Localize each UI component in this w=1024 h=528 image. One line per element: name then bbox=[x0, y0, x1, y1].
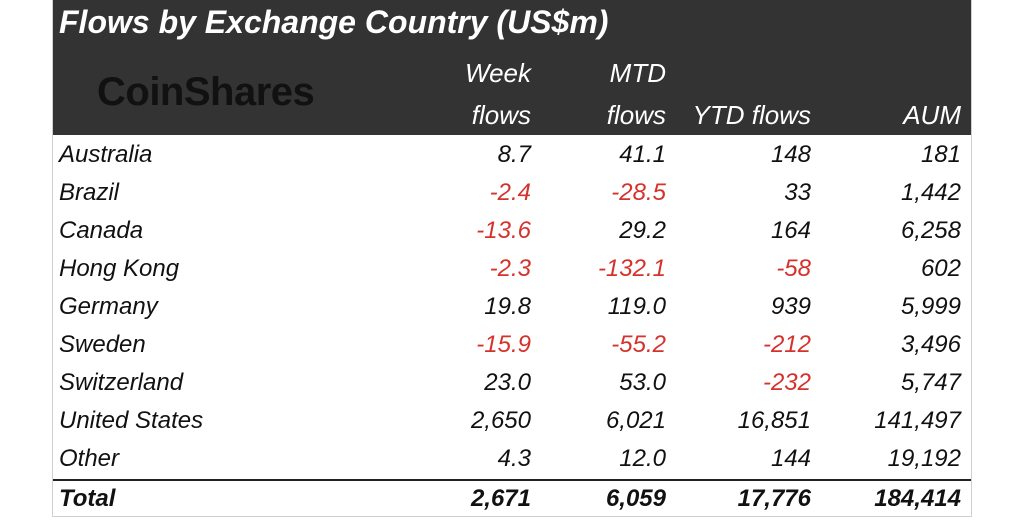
mtd-cell: 6,021 bbox=[605, 407, 666, 434]
aum-cell: 141,497 bbox=[874, 407, 961, 434]
mtd-cell: 12.0 bbox=[619, 445, 666, 472]
country-cell: Other bbox=[59, 445, 120, 472]
country-cell: Hong Kong bbox=[59, 255, 180, 282]
week-cell: -2.4 bbox=[489, 179, 531, 206]
table-row: Germany 19.8 119.0 939 5,999 bbox=[53, 289, 971, 327]
week-cell: 4.3 bbox=[497, 445, 531, 472]
country-cell: Total bbox=[59, 485, 116, 512]
table-row: Sweden -15.9 -55.2 -212 3,496 bbox=[53, 327, 971, 365]
flows-table: Flows by Exchange Country (US$m) CoinSha… bbox=[52, 0, 972, 517]
header-mtd-line1: MTD bbox=[609, 58, 666, 88]
table-title: Flows by Exchange Country (US$m) bbox=[59, 4, 609, 40]
table-row: Switzerland 23.0 53.0 -232 5,747 bbox=[53, 365, 971, 403]
aum-cell: 1,442 bbox=[900, 179, 961, 206]
ytd-cell: 17,776 bbox=[737, 485, 811, 512]
week-cell: 23.0 bbox=[484, 369, 531, 396]
table-row: Canada -13.6 29.2 164 6,258 bbox=[53, 213, 971, 251]
country-cell: United States bbox=[59, 407, 204, 434]
mtd-cell: -28.5 bbox=[611, 179, 666, 206]
mtd-cell: 53.0 bbox=[619, 369, 666, 396]
aum-cell: 5,747 bbox=[900, 369, 961, 396]
country-cell: Switzerland bbox=[59, 369, 184, 396]
week-cell: -2.3 bbox=[489, 255, 531, 282]
country-cell: Brazil bbox=[59, 179, 120, 206]
ytd-cell: -58 bbox=[776, 255, 811, 282]
week-cell: 8.7 bbox=[497, 141, 531, 168]
aum-cell: 6,258 bbox=[900, 217, 961, 244]
ytd-cell: 148 bbox=[770, 141, 811, 168]
mtd-cell: -55.2 bbox=[611, 331, 666, 358]
aum-cell: 5,999 bbox=[900, 293, 961, 320]
aum-cell: 3,496 bbox=[900, 331, 961, 358]
header-aum: AUM bbox=[903, 100, 961, 130]
aum-cell: 181 bbox=[920, 141, 961, 168]
table-row: United States 2,650 6,021 16,851 141,497 bbox=[53, 403, 971, 441]
ytd-cell: -212 bbox=[762, 331, 811, 358]
coinshares-logo: CoinShares bbox=[97, 70, 315, 114]
table-header: Flows by Exchange Country (US$m) CoinSha… bbox=[53, 0, 971, 135]
week-cell: -15.9 bbox=[476, 331, 531, 358]
aum-cell: 602 bbox=[920, 255, 961, 282]
country-cell: Australia bbox=[59, 141, 153, 168]
country-cell: Canada bbox=[59, 217, 144, 244]
table-row: Other 4.3 12.0 144 19,192 bbox=[53, 441, 971, 479]
table-row: Brazil -2.4 -28.5 33 1,442 bbox=[53, 175, 971, 213]
header-week-line1: Week bbox=[465, 58, 531, 88]
mtd-cell: 41.1 bbox=[619, 141, 666, 168]
week-cell: 2,650 bbox=[470, 407, 531, 434]
table-row: Australia 8.7 41.1 148 181 bbox=[53, 137, 971, 175]
ytd-cell: 16,851 bbox=[737, 407, 811, 434]
ytd-cell: 144 bbox=[770, 445, 811, 472]
ytd-cell: 939 bbox=[770, 293, 811, 320]
aum-cell: 184,414 bbox=[874, 485, 961, 512]
header-ytd: YTD flows bbox=[692, 100, 811, 130]
week-cell: 2,671 bbox=[470, 485, 531, 512]
header-mtd-line2: flows bbox=[606, 100, 666, 130]
header-week-line2: flows bbox=[471, 100, 531, 130]
week-cell: -13.6 bbox=[476, 217, 531, 244]
table-body: Australia 8.7 41.1 148 181 Brazil -2.4 -28.5 33 1… bbox=[53, 137, 971, 519]
ytd-cell: -232 bbox=[762, 369, 811, 396]
week-cell: 19.8 bbox=[484, 293, 531, 320]
ytd-cell: 33 bbox=[784, 179, 811, 206]
total-row: Total 2,671 6,059 17,776 184,414 bbox=[53, 479, 971, 519]
ytd-cell: 164 bbox=[770, 217, 811, 244]
mtd-cell: -132.1 bbox=[597, 255, 666, 282]
aum-cell: 19,192 bbox=[887, 445, 961, 472]
mtd-cell: 6,059 bbox=[605, 485, 666, 512]
table-row: Hong Kong -2.3 -132.1 -58 602 bbox=[53, 251, 971, 289]
country-cell: Germany bbox=[59, 293, 158, 320]
country-cell: Sweden bbox=[59, 331, 146, 358]
mtd-cell: 119.0 bbox=[607, 293, 666, 320]
mtd-cell: 29.2 bbox=[619, 217, 666, 244]
